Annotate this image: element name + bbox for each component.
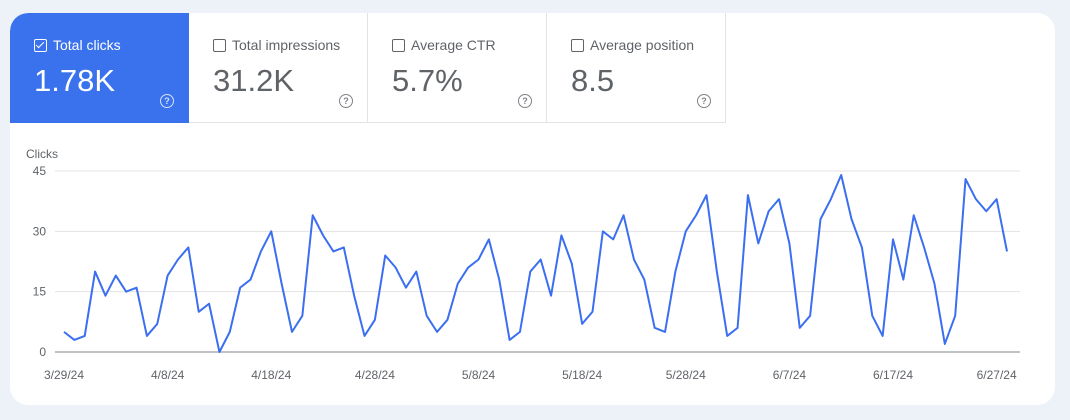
x-tick-label: 6/7/24 bbox=[773, 368, 807, 382]
metric-tiles: Total clicks 1.78K ? Total impressions 3… bbox=[10, 13, 726, 123]
checkbox-icon[interactable] bbox=[392, 38, 405, 52]
x-tick-label: 5/28/24 bbox=[666, 368, 706, 382]
x-tick-label: 3/29/24 bbox=[44, 368, 84, 382]
metric-value: 1.78K bbox=[34, 63, 116, 98]
x-tick-label: 6/27/24 bbox=[977, 368, 1017, 382]
metric-label: Average position bbox=[590, 37, 695, 53]
y-tick-label: 30 bbox=[33, 224, 47, 238]
x-tick-label: 4/28/24 bbox=[355, 368, 395, 382]
x-tick-label: 4/18/24 bbox=[251, 368, 291, 382]
performance-card: Total clicks 1.78K ? Total impressions 3… bbox=[10, 13, 1055, 405]
checkbox-icon[interactable] bbox=[571, 38, 584, 52]
clicks-line bbox=[63, 174, 1008, 353]
metric-label: Average CTR bbox=[411, 37, 496, 53]
x-tick-label: 4/8/24 bbox=[151, 368, 185, 382]
x-tick-label: 5/8/24 bbox=[462, 368, 496, 382]
y-axis-label: Clicks bbox=[26, 147, 58, 161]
x-tick-label: 6/17/24 bbox=[873, 368, 913, 382]
metric-value: 5.7% bbox=[392, 63, 463, 98]
y-tick-label: 0 bbox=[39, 345, 46, 359]
checkbox-icon[interactable] bbox=[213, 38, 226, 52]
checkbox-icon[interactable] bbox=[34, 38, 47, 52]
help-icon[interactable]: ? bbox=[518, 94, 532, 108]
metric-value: 31.2K bbox=[213, 63, 295, 98]
help-icon[interactable]: ? bbox=[697, 94, 711, 108]
help-icon[interactable]: ? bbox=[339, 94, 353, 108]
metric-average-position[interactable]: Average position 8.5 ? bbox=[547, 13, 726, 123]
metric-value: 8.5 bbox=[571, 63, 615, 98]
help-icon[interactable]: ? bbox=[160, 94, 174, 108]
metric-label: Total impressions bbox=[232, 37, 341, 53]
metric-average-ctr[interactable]: Average CTR 5.7% ? bbox=[368, 13, 547, 123]
metric-total-impressions[interactable]: Total impressions 31.2K ? bbox=[189, 13, 368, 123]
y-tick-label: 15 bbox=[33, 285, 47, 299]
x-tick-label: 5/18/24 bbox=[562, 368, 602, 382]
y-tick-label: 45 bbox=[33, 164, 47, 178]
metric-total-clicks[interactable]: Total clicks 1.78K ? bbox=[10, 13, 189, 123]
metric-label: Total clicks bbox=[53, 37, 121, 53]
